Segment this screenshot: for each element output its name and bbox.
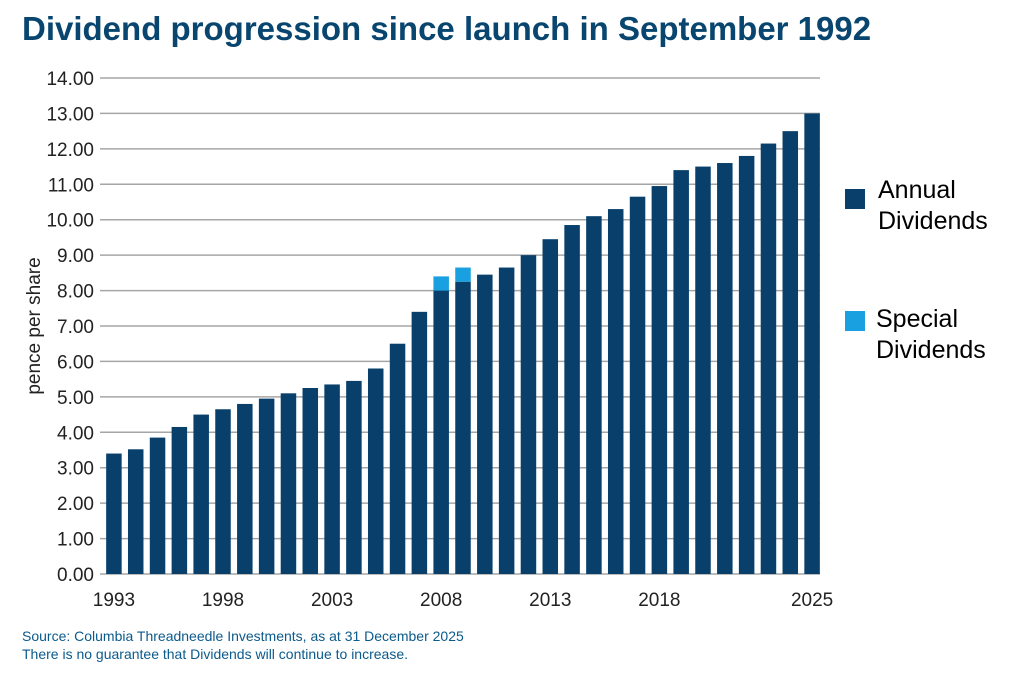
bar-annual-2022	[738, 155, 755, 574]
bar-annual-1994	[127, 449, 144, 574]
bars	[106, 113, 820, 575]
legend-label-annual: Annual Dividends	[878, 175, 988, 237]
bar-annual-2001	[280, 393, 297, 574]
y-tick-label: 0.00	[57, 565, 94, 586]
x-tick-label: 2008	[420, 590, 462, 611]
bar-annual-2009	[455, 281, 471, 574]
chart-title: Dividend progression since launch in Sep…	[22, 10, 872, 47]
bar-annual-2024	[782, 131, 799, 574]
bar-annual-2016	[607, 209, 624, 575]
y-axis-label: pence per share	[24, 257, 45, 394]
bar-annual-2020	[695, 166, 711, 575]
bar-annual-2011	[498, 267, 515, 574]
bar-annual-2003	[324, 384, 340, 574]
x-tick-label: 2003	[311, 590, 353, 611]
bar-annual-2012	[520, 255, 537, 574]
legend-label-special: Special Dividends	[876, 304, 986, 366]
bar-annual-2018	[651, 186, 668, 575]
legend-swatch-annual	[845, 189, 865, 209]
y-tick-label: 7.00	[57, 317, 94, 338]
legend-label-special-line1: Special	[876, 305, 958, 333]
bar-annual-2002	[302, 388, 319, 574]
bar-annual-2013	[542, 239, 559, 574]
bar-annual-1995	[149, 437, 166, 574]
x-axis-ticks: 1993 1998 2003 2008 2013 2018 2025	[93, 590, 833, 611]
bar-annual-2010	[477, 274, 493, 574]
bar-annual-2008	[433, 290, 449, 574]
bar-annual-2000	[258, 398, 275, 574]
bar-annual-2004	[346, 380, 362, 574]
y-tick-label: 12.00	[46, 140, 94, 161]
legend-label-special-line2: Dividends	[876, 336, 986, 364]
bar-annual-1996	[171, 426, 188, 574]
y-tick-label: 13.00	[46, 104, 94, 125]
bar-annual-2015	[586, 216, 602, 574]
bar-annual-1998	[215, 409, 231, 574]
bar-annual-2019	[673, 170, 689, 574]
y-tick-label: 11.00	[48, 175, 94, 196]
bar-special-2008	[433, 276, 449, 291]
legend-swatch-special	[845, 311, 865, 331]
disclaimer-line: There is no guarantee that Dividends wil…	[22, 646, 408, 662]
y-tick-label: 14.00	[46, 69, 94, 90]
bar-annual-2017	[629, 196, 646, 574]
bar-annual-1999	[237, 403, 253, 574]
bar-annual-2006	[389, 343, 406, 574]
bar-annual-2014	[564, 225, 580, 574]
y-tick-label: 2.00	[57, 494, 94, 515]
x-tick-label: 2025	[791, 590, 833, 611]
legend-label-annual-line1: Annual	[878, 176, 956, 204]
y-tick-label: 3.00	[57, 459, 94, 480]
legend-label-annual-line2: Dividends	[878, 207, 988, 235]
source-line: Source: Columbia Threadneedle Investment…	[22, 628, 464, 644]
bar-annual-2005	[367, 368, 384, 574]
x-tick-label: 1998	[202, 590, 244, 611]
y-tick-label: 4.00	[57, 423, 94, 444]
y-tick-label: 6.00	[57, 352, 94, 373]
bar-annual-2025	[804, 113, 820, 574]
bar-annual-2021	[717, 163, 733, 574]
bar-annual-2007	[411, 311, 428, 574]
y-tick-label: 10.00	[46, 211, 94, 232]
x-tick-label: 2013	[529, 590, 571, 611]
y-tick-label: 1.00	[57, 530, 94, 551]
y-axis-ticks: 0.00 1.00 2.00 3.00 4.00 5.00 6.00 7.00 8.00 9.00…	[46, 69, 94, 586]
y-tick-label: 9.00	[57, 246, 94, 267]
x-tick-label: 1993	[93, 590, 135, 611]
source-note: Source: Columbia Threadneedle Investment…	[22, 627, 464, 663]
bar-annual-2023	[760, 143, 777, 575]
y-tick-label: 8.00	[57, 282, 94, 303]
bar-special-2009	[455, 267, 471, 282]
bar-annual-1997	[193, 414, 209, 574]
x-tick-label: 2018	[638, 590, 680, 611]
y-tick-label: 5.00	[57, 388, 94, 409]
bar-annual-1993	[106, 453, 122, 574]
